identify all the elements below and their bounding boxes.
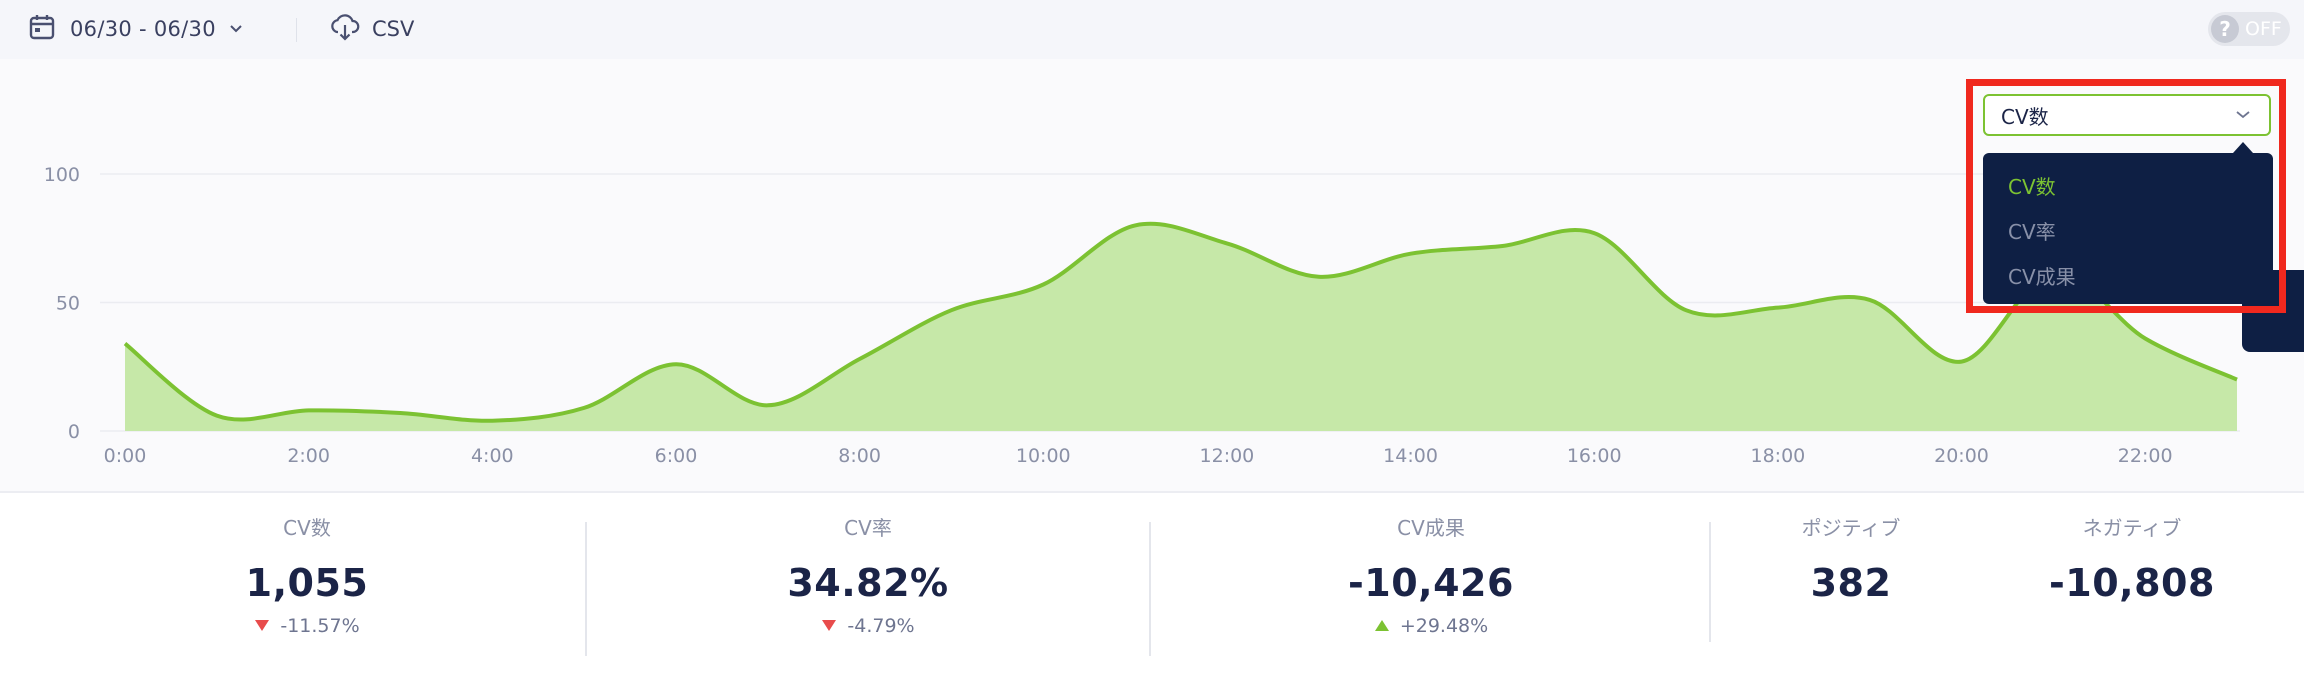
metric-dropdown-menu: CV数 CV率 CV成果 <box>1983 153 2273 304</box>
cv-area-chart: 0 50 100 0:00 2:00 4:00 6:00 8:00 10:00 12:00 14:… <box>44 164 2240 467</box>
metric-select[interactable]: CV数 <box>1983 94 2271 136</box>
stat-divider <box>1149 522 1151 656</box>
chart-panel: 0 50 100 0:00 2:00 4:00 6:00 8:00 10:00 12:00 14:… <box>0 59 2304 493</box>
stat-positive: ポジティブ 382 <box>1751 512 1951 605</box>
x-tick-label: 14:00 <box>1383 445 1438 467</box>
stat-value: 382 <box>1810 561 1892 605</box>
stat-title: ポジティブ <box>1801 516 1901 540</box>
stat-value: -10,426 <box>1348 561 1514 605</box>
stat-negative: ネガティブ -10,808 <box>2032 512 2232 605</box>
metric-select-value: CV数 <box>2001 104 2049 129</box>
menu-item-cv-result[interactable]: CV成果 <box>2008 265 2076 289</box>
x-tick-label: 12:00 <box>1200 445 1255 467</box>
stat-divider <box>1709 522 1711 642</box>
help-icon: ? <box>2211 15 2239 43</box>
menu-item-cv-count[interactable]: CV数 <box>2008 175 2056 199</box>
stat-value: -10,808 <box>2049 561 2215 605</box>
stat-title: CV成果 <box>1397 516 1465 540</box>
date-range-label: 06/30 - 06/30 <box>70 17 216 41</box>
x-tick-label: 22:00 <box>2118 445 2173 467</box>
x-tick-label: 20:00 <box>1934 445 1989 467</box>
x-tick-label: 18:00 <box>1750 445 1805 467</box>
stat-title: CV率 <box>844 516 892 540</box>
csv-download-button[interactable]: CSV <box>330 12 414 46</box>
up-arrow-icon <box>1374 615 1390 637</box>
help-toggle-state: OFF <box>2245 18 2282 40</box>
stat-title: CV数 <box>283 516 331 540</box>
stat-value: 34.82% <box>787 561 949 605</box>
stat-change-value: -11.57% <box>280 615 360 637</box>
stat-change: -11.57% <box>207 615 407 637</box>
date-range-picker[interactable]: 06/30 - 06/30 <box>28 12 244 46</box>
stat-change: +29.48% <box>1331 615 1531 637</box>
stat-divider <box>585 522 587 656</box>
stat-cv-rate: CV率 34.82% -4.79% <box>768 512 968 637</box>
stat-change: -4.79% <box>768 615 968 637</box>
dropdown-caret <box>2233 142 2253 153</box>
x-tick-label: 16:00 <box>1567 445 1622 467</box>
chart-area-fill <box>125 223 2237 431</box>
x-tick-label: 6:00 <box>655 445 698 467</box>
stat-change-value: -4.79% <box>847 615 915 637</box>
chart-series-line <box>123 221 2238 423</box>
x-tick-label: 8:00 <box>838 445 881 467</box>
toolbar: 06/30 - 06/30 CSV ? OFF <box>0 0 2304 59</box>
menu-item-cv-rate[interactable]: CV率 <box>2008 220 2056 244</box>
toolbar-divider <box>296 18 297 42</box>
y-tick-label: 100 <box>44 164 80 186</box>
stat-value: 1,055 <box>245 561 369 605</box>
help-toggle[interactable]: ? OFF <box>2208 12 2290 46</box>
down-arrow-icon <box>254 615 270 637</box>
stat-change-value: +29.48% <box>1399 615 1489 637</box>
x-tick-label: 2:00 <box>287 445 330 467</box>
stat-cv-count: CV数 1,055 -11.57% <box>207 512 407 637</box>
x-tick-label: 0:00 <box>104 445 147 467</box>
calendar-icon <box>28 13 56 45</box>
stat-title: ネガティブ <box>2082 516 2182 540</box>
down-arrow-icon <box>821 615 837 637</box>
cloud-download-icon <box>330 12 360 46</box>
csv-label: CSV <box>372 17 415 41</box>
chevron-down-icon <box>228 20 244 39</box>
y-tick-label: 0 <box>68 421 80 443</box>
y-tick-label: 50 <box>56 293 80 315</box>
x-tick-label: 10:00 <box>1016 445 1071 467</box>
x-tick-label: 4:00 <box>471 445 514 467</box>
chevron-down-icon <box>2235 106 2251 125</box>
stat-cv-result: CV成果 -10,426 +29.48% <box>1331 512 1531 637</box>
